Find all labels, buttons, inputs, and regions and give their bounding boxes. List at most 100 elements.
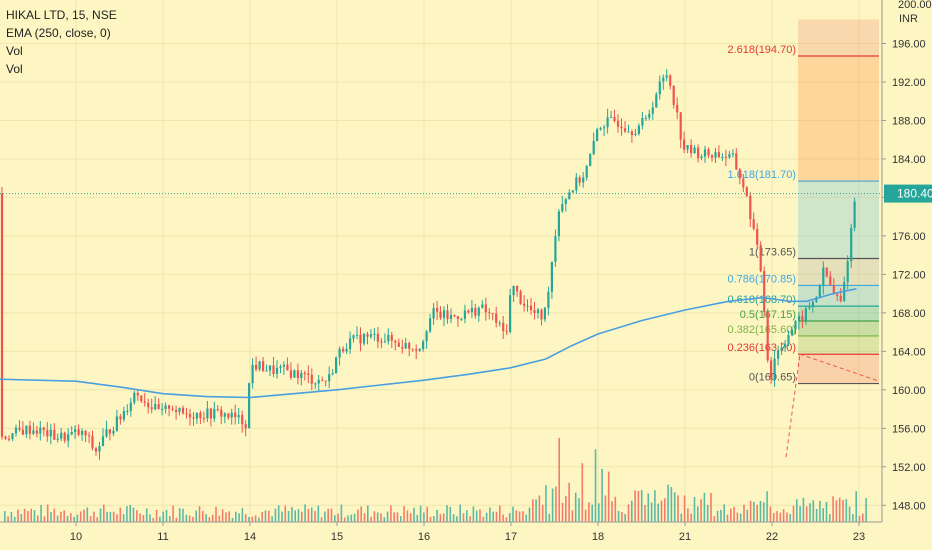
- volume-bar: [13, 516, 16, 522]
- volume-bar: [307, 508, 310, 522]
- fib-zone: [798, 285, 879, 307]
- candle-body: [794, 321, 797, 330]
- volume-bar: [244, 514, 247, 522]
- candle-body: [199, 412, 202, 418]
- volume-bar: [786, 512, 788, 522]
- candle-body: [627, 131, 630, 133]
- date-tick-label: 21: [679, 531, 691, 543]
- volume-bar: [4, 511, 6, 522]
- candle-body: [411, 348, 414, 350]
- candle-body: [641, 118, 644, 126]
- candle-body: [808, 307, 811, 309]
- volume-bar: [327, 508, 329, 522]
- candle-body: [603, 127, 606, 129]
- price-tick-label: 184.00: [892, 154, 926, 166]
- volume-bar: [205, 514, 207, 522]
- volume-bar: [532, 499, 534, 522]
- volume-bar: [753, 501, 755, 522]
- fib-level-label: 0.786(170.85): [728, 273, 797, 285]
- candle-body: [56, 438, 59, 440]
- candle-body: [147, 402, 150, 408]
- volume-bar: [60, 511, 62, 522]
- candle-body: [230, 412, 233, 418]
- volume-bar: [347, 515, 349, 522]
- volume-indicator-label-2[interactable]: Vol: [6, 62, 23, 76]
- candle-body: [481, 304, 484, 308]
- volume-bars: [4, 438, 867, 522]
- volume-bar: [479, 509, 481, 522]
- candle-body: [756, 228, 759, 245]
- volume-bar: [835, 500, 838, 522]
- volume-bar: [502, 514, 504, 522]
- volume-bar: [340, 504, 343, 522]
- ema-250-line: [0, 288, 857, 399]
- volume-bar: [330, 508, 333, 522]
- candle-body: [168, 405, 171, 409]
- volume-bar: [670, 487, 673, 522]
- fibonacci-extension: 2.618(194.70) 1.618(181.70) 1(173.65) 0.786…: [728, 19, 880, 458]
- volume-bar: [565, 496, 567, 522]
- volume-bar: [221, 509, 224, 522]
- candle-body: [383, 341, 386, 343]
- volume-bar: [103, 504, 105, 522]
- candle-body: [258, 361, 261, 370]
- candle-body: [449, 315, 453, 319]
- volume-bar: [132, 507, 135, 522]
- candle-body: [752, 219, 755, 229]
- volume-bar: [109, 511, 112, 522]
- candle-body: [272, 365, 275, 374]
- volume-bar: [376, 512, 379, 522]
- price-tick-label: 192.00: [892, 77, 926, 89]
- symbol-title[interactable]: HIKAL LTD, 15, NSE: [6, 8, 117, 22]
- candle-body: [422, 341, 425, 349]
- volume-bar: [687, 508, 689, 522]
- volume-bar: [27, 511, 29, 522]
- volume-bar: [518, 511, 521, 522]
- candle-body: [773, 358, 776, 379]
- candle-body: [662, 77, 665, 82]
- volume-bar: [710, 492, 712, 522]
- ema-indicator-label[interactable]: EMA (250, close, 0): [6, 26, 111, 40]
- volume-bar: [353, 513, 356, 522]
- candle-body: [63, 432, 66, 441]
- volume-bar: [145, 508, 148, 522]
- candle-body: [171, 408, 174, 410]
- price-tick-clipped: 200.00: [898, 0, 932, 11]
- volume-bar: [139, 513, 141, 522]
- volume-bar: [819, 501, 821, 522]
- volume-bar: [172, 505, 174, 522]
- candle-body: [533, 310, 536, 313]
- last-price-tag[interactable]: 180.40: [884, 184, 932, 203]
- candle-body: [516, 285, 519, 292]
- volume-bar: [700, 499, 702, 522]
- volume-bar: [215, 506, 217, 522]
- candle-body: [296, 370, 299, 378]
- candle-body: [394, 340, 397, 343]
- volume-bar: [238, 513, 240, 522]
- candle-body: [216, 409, 219, 410]
- volume-bar: [294, 510, 296, 522]
- candle-body: [342, 348, 345, 352]
- volume-bar: [367, 505, 369, 522]
- date-tick-label: 23: [853, 531, 865, 543]
- volume-bar: [858, 515, 861, 522]
- candle-body: [623, 128, 627, 132]
- candle-body: [279, 366, 282, 368]
- candle-body: [91, 436, 94, 449]
- candle-body: [369, 334, 372, 337]
- volume-bar: [66, 515, 69, 522]
- price-tick-label: 172.00: [892, 269, 926, 281]
- candle-body: [328, 374, 331, 382]
- volume-indicator-label[interactable]: Vol: [6, 44, 23, 58]
- volume-bar: [304, 504, 306, 522]
- volume-bar: [76, 514, 79, 522]
- candle-body: [818, 286, 821, 298]
- candle-body: [512, 285, 515, 296]
- volume-bar: [17, 509, 19, 522]
- candle-body: [620, 126, 623, 129]
- fib-level-label: 2.618(194.70): [728, 44, 797, 56]
- candle-body: [133, 392, 136, 403]
- candle-body: [314, 383, 317, 385]
